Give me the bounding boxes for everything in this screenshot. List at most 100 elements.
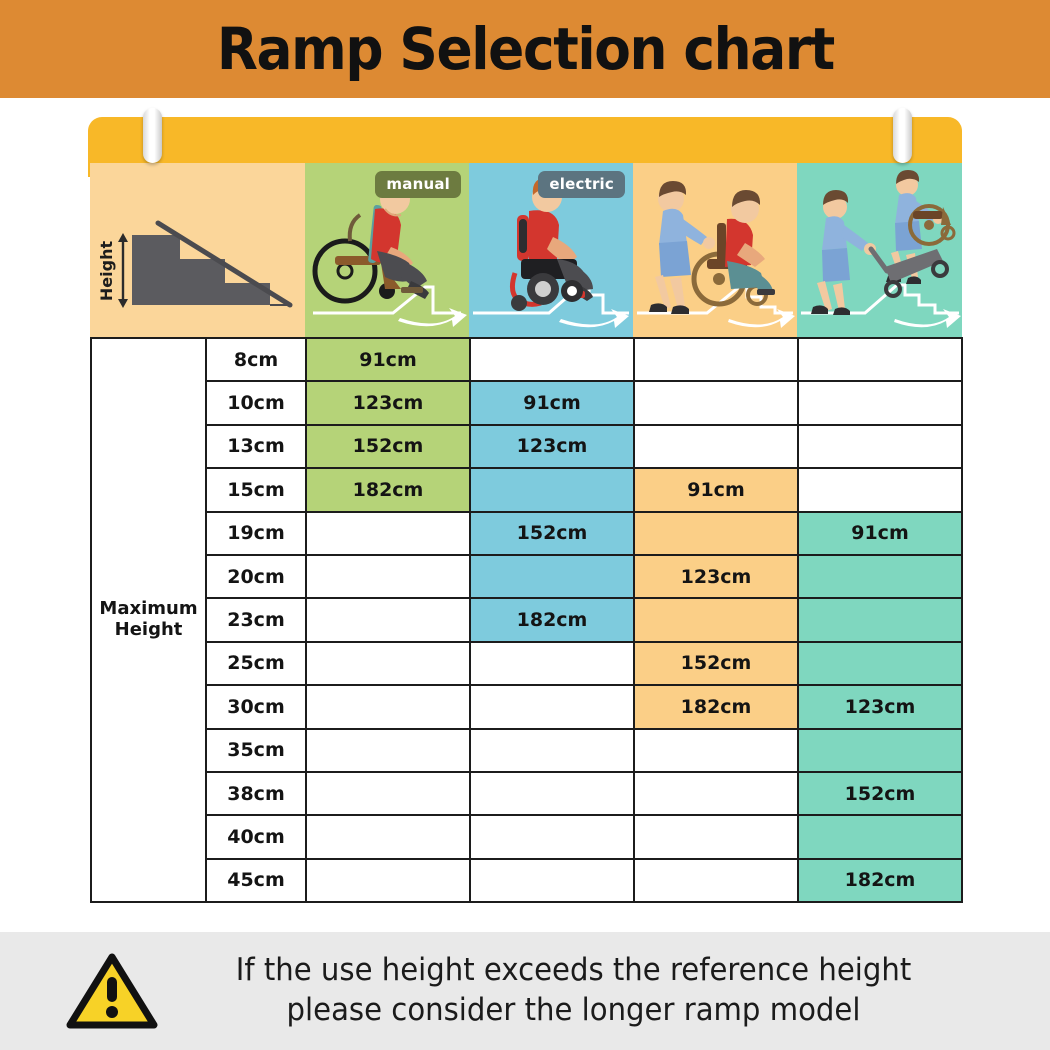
height-cell: 35cm xyxy=(205,727,307,773)
binder-ring-right xyxy=(893,108,912,163)
table-row: 45cm 182cm xyxy=(91,857,963,904)
ramp-length-cell-electric xyxy=(469,814,635,860)
ramp-length-cell-manual: 182cm xyxy=(305,467,471,513)
ramp-length-cell-electric: 152cm xyxy=(469,510,635,556)
ramp-length-cell-cart xyxy=(797,553,963,600)
table-row: 40cm xyxy=(91,814,963,860)
header-cell-electric: electric xyxy=(469,163,633,337)
ramp-length-cell-manual xyxy=(305,814,471,860)
ramp-length-cell-manual: 91cm xyxy=(305,336,471,383)
ramp-length-cell-cart xyxy=(797,727,963,773)
ramp-length-cell-electric: 91cm xyxy=(469,380,635,426)
ramp-length-cell-manual xyxy=(305,510,471,556)
header-cell-height-diagram: Height xyxy=(90,163,305,337)
ramp-length-cell-attendant-pushed: 91cm xyxy=(633,467,799,513)
ramp-length-cell-manual xyxy=(305,857,471,904)
attendant-pushing-wheelchair-icon xyxy=(637,181,795,328)
height-cell: 45cm xyxy=(205,857,307,904)
ramp-length-cell-manual: 152cm xyxy=(305,423,471,470)
ramp-length-cell-cart: 152cm xyxy=(797,770,963,817)
ramp-length-cell-cart: 123cm xyxy=(797,684,963,730)
height-cell: 38cm xyxy=(205,770,307,817)
table-row: 23cm 182cm xyxy=(91,597,963,643)
wheelchair-figure xyxy=(691,190,775,307)
table-row: 13cm 152cm 123cm xyxy=(91,423,963,470)
ramp-length-cell-electric xyxy=(469,553,635,600)
ramp-length-cell-attendant-pushed xyxy=(633,423,799,470)
ramp-length-cell-attendant-pushed xyxy=(633,857,799,904)
row-axis-title: Maximum Height xyxy=(90,336,207,904)
ramp-length-cell-manual xyxy=(305,640,471,687)
height-cell: 10cm xyxy=(205,380,307,426)
ramp-length-cell-electric xyxy=(469,770,635,817)
ramp-length-cell-electric xyxy=(469,684,635,730)
ramp-length-cell-electric: 123cm xyxy=(469,423,635,470)
row-axis-title-line2: Height xyxy=(114,619,183,641)
height-cell: 13cm xyxy=(205,423,307,470)
ramp-length-cell-electric xyxy=(469,336,635,383)
attendant-figure xyxy=(649,181,715,314)
table-row: 25cm 152cm xyxy=(91,640,963,687)
header-illustration-strip: Height xyxy=(90,163,962,337)
wheelchair-on-cart xyxy=(908,204,956,246)
ramp-length-cell-attendant-pushed: 152cm xyxy=(633,640,799,687)
attendant-lower-figure xyxy=(811,190,876,315)
height-cell: 20cm xyxy=(205,553,307,600)
ramp-length-cell-electric xyxy=(469,640,635,687)
ramp-length-cell-cart xyxy=(797,814,963,860)
badge-manual: manual xyxy=(375,171,461,198)
table-row: Maximum Height 8cm 91cm xyxy=(90,336,963,904)
ramp-length-cell-cart: 91cm xyxy=(797,510,963,556)
ramp-length-cell-cart xyxy=(797,640,963,687)
ramp-length-cell-attendant-pushed xyxy=(633,727,799,773)
ramp-length-cell-electric xyxy=(469,727,635,773)
table-body: Maximum Height 8cm 91cm 10cm 123cm 91cm 13cm 152… xyxy=(90,336,963,904)
ramp-length-cell-attendant-pushed xyxy=(633,510,799,556)
height-cell: 40cm xyxy=(205,814,307,860)
hand-cart xyxy=(868,246,949,298)
table-row: 35cm xyxy=(91,727,963,773)
height-cell: 30cm xyxy=(205,684,307,730)
ramp-length-cell-manual xyxy=(305,684,471,730)
ramp-length-cell-attendant-pushed xyxy=(633,597,799,643)
footer-line-2: please consider the longer ramp model xyxy=(286,992,861,1028)
header-cell-manual: manual xyxy=(305,163,469,337)
ramp-length-cell-electric xyxy=(469,467,635,513)
table-row: 19cm 152cm 91cm xyxy=(91,510,963,556)
height-cell: 19cm xyxy=(205,510,307,556)
height-cell: 15cm xyxy=(205,467,307,513)
ramp-length-cell-cart xyxy=(797,597,963,643)
header-cell-cart xyxy=(797,163,962,337)
ramp-length-cell-attendant-pushed xyxy=(633,814,799,860)
ramp-length-cell-manual xyxy=(305,727,471,773)
ramp-length-cell-attendant-pushed xyxy=(633,336,799,383)
stairs-height-ramp-diagram-icon: Height xyxy=(97,220,293,308)
table-row: 38cm 152cm xyxy=(91,770,963,817)
page-title: Ramp Selection chart xyxy=(216,15,834,83)
footer-text: If the use height exceeds the reference … xyxy=(209,951,985,1030)
header-cell-attendant-pushed xyxy=(633,163,797,337)
height-axis-label: Height xyxy=(97,241,116,302)
row-axis-title-line1: Maximum xyxy=(99,598,198,620)
ramp-length-cell-cart xyxy=(797,336,963,383)
ramp-length-cell-cart: 182cm xyxy=(797,857,963,904)
binder-ring-left xyxy=(143,108,162,163)
ramp-length-cell-electric xyxy=(469,857,635,904)
ramp-length-cell-manual xyxy=(305,597,471,643)
ramp-length-cell-manual: 123cm xyxy=(305,380,471,426)
ramp-length-cell-attendant-pushed xyxy=(633,770,799,817)
title-banner: Ramp Selection chart xyxy=(0,0,1050,98)
ramp-length-cell-cart xyxy=(797,423,963,470)
height-cell: 23cm xyxy=(205,597,307,643)
ramp-length-cell-cart xyxy=(797,467,963,513)
ramp-length-cell-electric: 182cm xyxy=(469,597,635,643)
height-cell: 8cm xyxy=(205,336,307,383)
ramp-length-cell-cart xyxy=(797,380,963,426)
table-row: 20cm 123cm xyxy=(91,553,963,600)
ramp-length-cell-attendant-pushed xyxy=(633,380,799,426)
table-row: 15cm 182cm 91cm xyxy=(91,467,963,513)
badge-electric: electric xyxy=(538,171,625,198)
table-row: 30cm 182cm 123cm xyxy=(91,684,963,730)
ramp-length-cell-manual xyxy=(305,553,471,600)
